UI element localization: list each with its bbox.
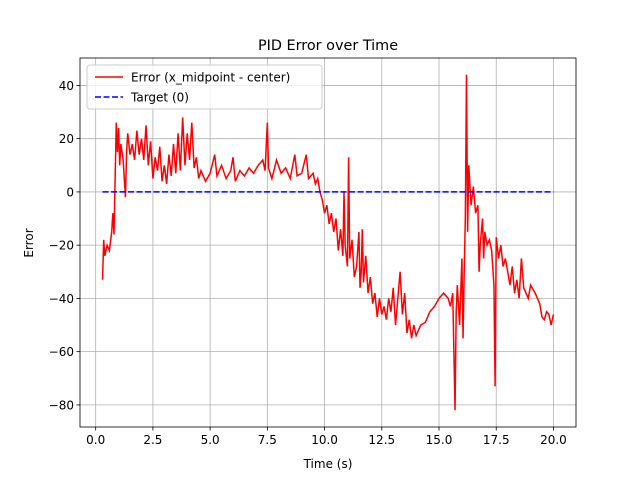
x-tick-label: 12.5 [368, 433, 395, 447]
legend-label: Error (x_midpoint - center) [131, 71, 290, 85]
x-tick-label: 2.5 [143, 433, 162, 447]
x-tick-label: 10.0 [311, 433, 338, 447]
chart-title: PID Error over Time [258, 38, 398, 54]
y-axis-label: Error [22, 228, 36, 257]
x-tick-label: 0.0 [86, 433, 105, 447]
x-tick-label: 20.0 [540, 433, 567, 447]
x-axis-label: Time (s) [303, 457, 353, 471]
legend-box [86, 64, 323, 110]
legend-label: Target (0) [130, 91, 189, 105]
x-tick-label: 5.0 [201, 433, 220, 447]
y-tick-label: −60 [49, 345, 74, 359]
x-tick-label: 7.5 [258, 433, 277, 447]
y-tick-label: −40 [49, 292, 74, 306]
y-tick-label: 0 [66, 185, 74, 199]
y-tick-label: −20 [49, 239, 74, 253]
series-line [101, 74, 555, 411]
x-tick-label: 17.5 [483, 433, 510, 447]
x-tick-label: 15.0 [426, 433, 453, 447]
y-tick-label: −80 [49, 398, 74, 412]
plot-frame [79, 57, 577, 428]
y-tick-label: 20 [59, 132, 74, 146]
y-tick-label: 40 [59, 79, 74, 93]
